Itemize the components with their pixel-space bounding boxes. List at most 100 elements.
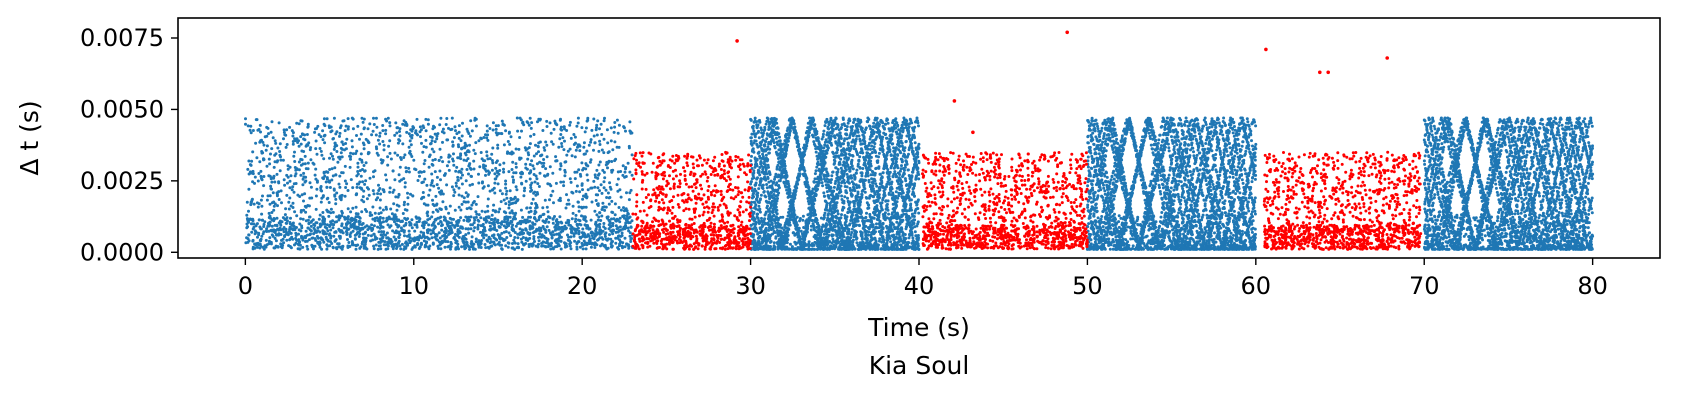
data-point	[599, 122, 603, 126]
data-point	[382, 232, 386, 236]
data-point	[850, 231, 854, 234]
data-point	[749, 136, 753, 140]
data-point	[414, 129, 418, 133]
data-point	[346, 238, 349, 241]
data-point	[403, 185, 407, 189]
data-point	[513, 241, 517, 245]
data-point	[447, 168, 451, 172]
data-point	[549, 194, 553, 198]
data-point	[384, 173, 388, 177]
data-point	[761, 138, 765, 142]
data-point	[870, 177, 874, 181]
data-point	[629, 188, 633, 192]
data-point	[496, 146, 500, 150]
data-point	[388, 217, 392, 221]
data-point	[416, 179, 420, 182]
data-point	[378, 215, 382, 219]
data-point	[397, 224, 401, 228]
data-point	[472, 242, 476, 246]
data-point	[420, 181, 424, 185]
data-point	[429, 232, 433, 236]
data-point	[607, 223, 611, 227]
data-point	[552, 201, 555, 205]
data-point	[317, 242, 321, 245]
data-point	[258, 123, 262, 127]
data-point	[617, 234, 621, 238]
data-point	[843, 195, 847, 199]
data-point	[828, 141, 832, 145]
data-point	[530, 181, 534, 185]
data-point	[482, 163, 485, 167]
data-point	[623, 170, 627, 174]
data-point	[430, 147, 434, 151]
data-point	[782, 181, 786, 185]
data-point	[371, 217, 375, 221]
data-point	[826, 126, 830, 130]
data-point	[396, 195, 400, 199]
data-point	[280, 246, 284, 250]
data-point	[514, 162, 518, 166]
data-point	[527, 123, 531, 127]
data-point	[374, 243, 378, 247]
data-point	[349, 155, 353, 159]
data-point	[326, 238, 330, 242]
data-point	[338, 185, 342, 189]
data-point	[464, 215, 468, 219]
data-point	[255, 118, 259, 122]
data-point	[376, 225, 380, 229]
data-point	[496, 218, 500, 222]
data-point	[508, 215, 512, 219]
data-point	[413, 244, 417, 248]
data-point	[443, 245, 447, 249]
data-point	[321, 217, 325, 221]
data-point	[354, 247, 358, 251]
data-point	[512, 197, 516, 201]
data-point	[568, 123, 572, 127]
data-point	[259, 244, 263, 248]
data-point	[891, 142, 895, 146]
data-point	[460, 194, 464, 198]
data-point	[422, 170, 426, 174]
data-point	[426, 230, 429, 234]
data-point	[551, 142, 555, 146]
data-point	[574, 189, 578, 193]
data-point	[434, 194, 438, 198]
data-point	[285, 173, 289, 177]
data-point	[472, 221, 476, 225]
data-point	[500, 220, 504, 224]
data-point	[305, 244, 309, 248]
data-point	[621, 227, 625, 231]
data-point	[452, 136, 456, 140]
data-point	[300, 149, 304, 153]
data-point	[594, 223, 598, 227]
data-point	[259, 227, 263, 231]
data-point	[764, 122, 768, 126]
data-point	[428, 188, 432, 192]
data-point	[765, 183, 769, 186]
data-point	[493, 172, 497, 176]
data-point	[831, 129, 835, 133]
data-point	[419, 230, 423, 234]
data-point	[752, 129, 756, 133]
data-point	[767, 151, 771, 155]
data-point	[881, 150, 885, 154]
data-point	[595, 168, 599, 172]
data-point	[434, 237, 438, 241]
data-point	[774, 235, 778, 239]
data-point	[335, 191, 339, 195]
data-point	[601, 201, 605, 205]
data-point	[559, 117, 562, 121]
data-point	[270, 180, 274, 184]
data-point	[397, 192, 401, 196]
data-point	[795, 180, 799, 184]
data-point	[355, 149, 359, 153]
data-point	[626, 161, 630, 165]
data-point	[345, 233, 349, 236]
data-point	[495, 169, 499, 173]
data-point	[574, 148, 578, 152]
data-point	[914, 207, 918, 211]
data-point	[449, 247, 452, 251]
data-point	[360, 116, 364, 120]
data-point	[628, 120, 632, 124]
data-point	[256, 235, 259, 239]
